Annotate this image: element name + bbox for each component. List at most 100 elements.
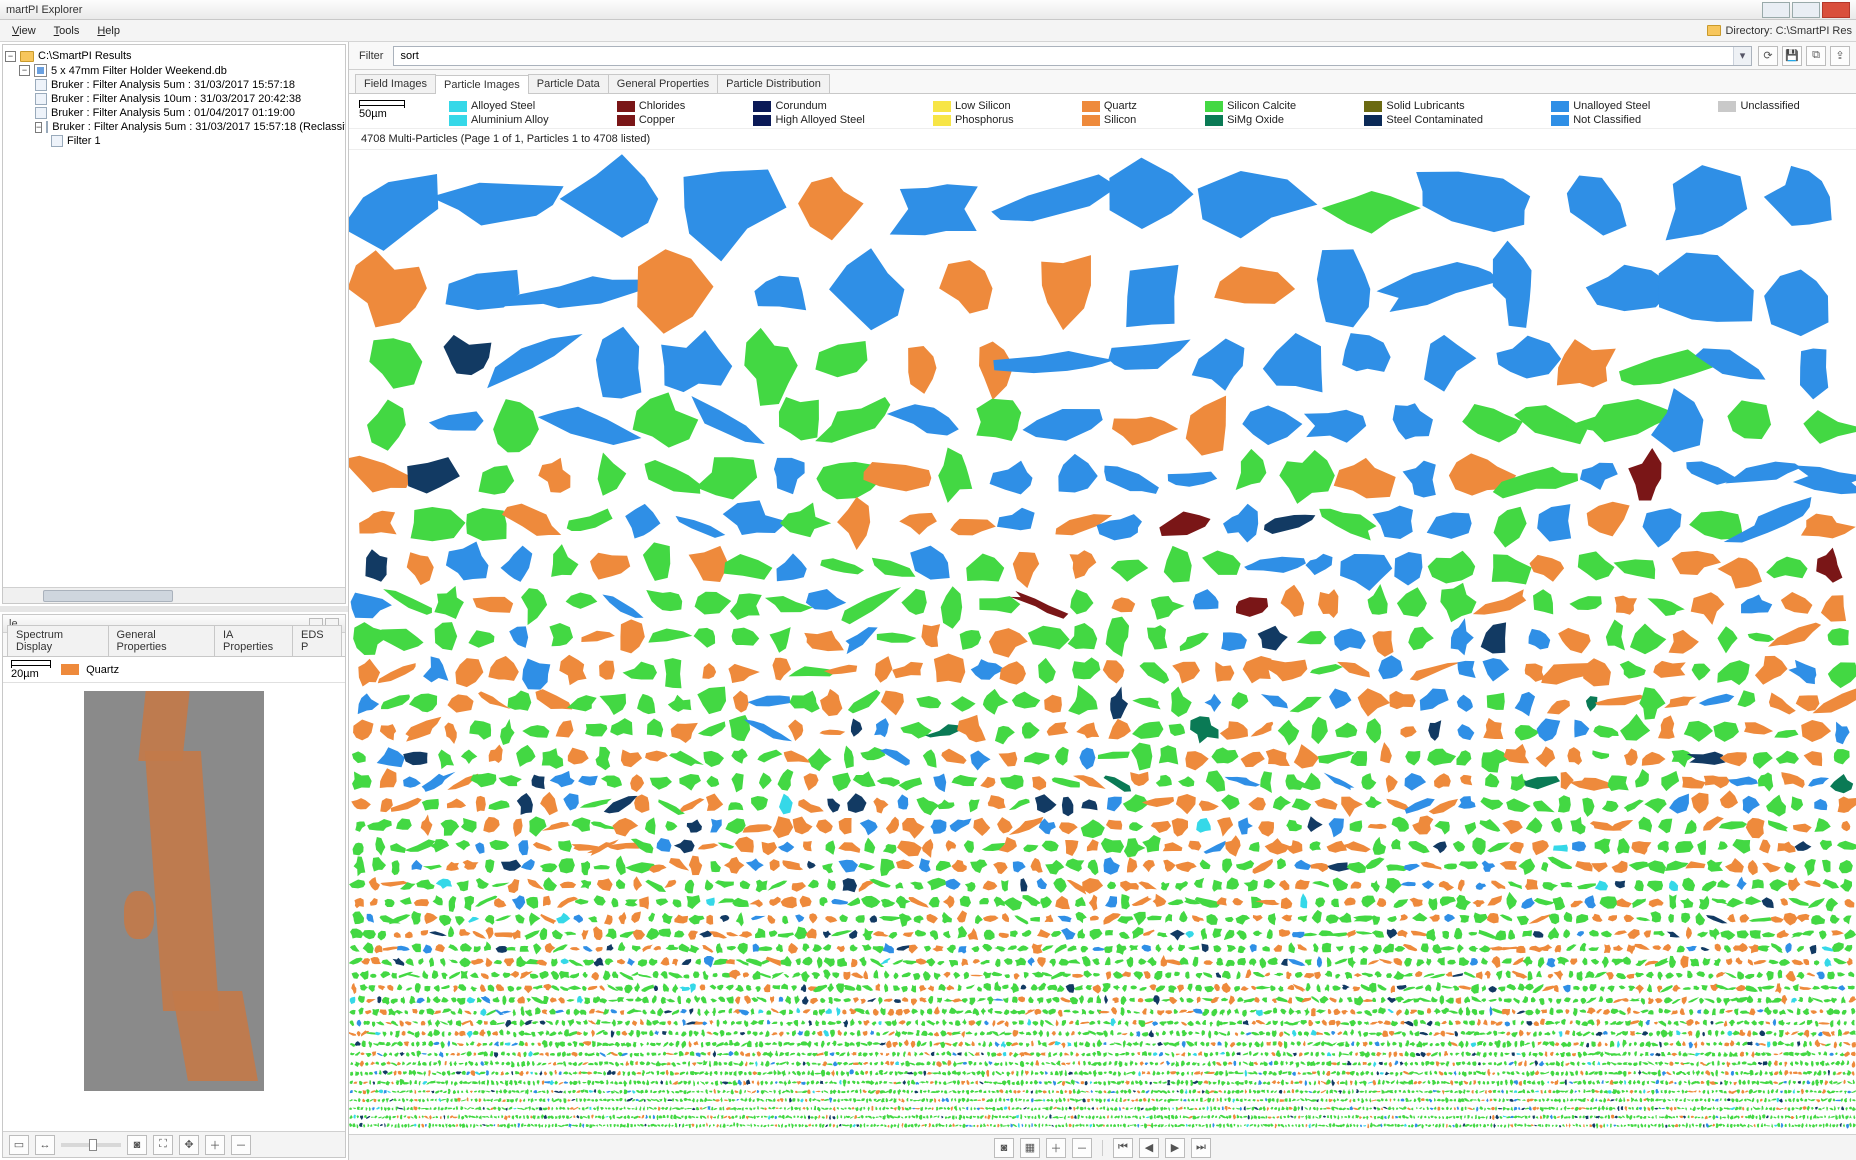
window-title: martPI Explorer <box>6 4 1760 16</box>
tool-zoomin-icon[interactable]: ＋ <box>205 1135 225 1155</box>
legend-chip-icon <box>753 101 771 112</box>
toolbar-copy-icon[interactable]: ⧉ <box>1806 46 1826 66</box>
collapse-icon[interactable]: − <box>19 65 30 76</box>
legend-item[interactable]: SiMg Oxide <box>1205 114 1342 126</box>
analysis-icon <box>35 79 47 91</box>
legend-item[interactable]: Solid Lubricants <box>1364 100 1529 112</box>
tab-particle-images[interactable]: Particle Images <box>435 75 529 94</box>
toolbar-refresh-icon[interactable]: ⟳ <box>1758 46 1778 66</box>
zoom-slider[interactable] <box>61 1143 121 1147</box>
legend-item[interactable]: Low Silicon <box>933 100 1060 112</box>
directory-indicator[interactable]: Directory: C:\SmartPI Res <box>1707 25 1852 37</box>
legend-chip-icon <box>1082 101 1100 112</box>
filter-input[interactable] <box>394 47 1733 65</box>
status-zoomin-icon[interactable]: ＋ <box>1046 1138 1066 1158</box>
tool-pan-icon[interactable]: ✥ <box>179 1135 199 1155</box>
tool-fit-icon[interactable]: ⛶ <box>153 1135 173 1155</box>
maximize-button[interactable] <box>1792 2 1820 18</box>
tree-item[interactable]: −Bruker : Filter Analysis 5um : 31/03/20… <box>5 120 343 134</box>
legend-chip-icon <box>1718 101 1736 112</box>
tree-hscrollbar[interactable] <box>3 587 345 603</box>
close-button[interactable] <box>1822 2 1850 18</box>
filter-icon <box>51 135 63 147</box>
legend-item[interactable]: Unalloyed Steel <box>1551 100 1696 112</box>
menu-view[interactable]: View <box>4 23 44 39</box>
nav-first-icon[interactable]: ⏮ <box>1113 1138 1133 1158</box>
legend-item[interactable]: Aluminium Alloy <box>449 114 595 126</box>
legend-item[interactable]: Quartz <box>1082 100 1183 112</box>
tool-measure-icon[interactable]: ↔ <box>35 1135 55 1155</box>
legend-item[interactable]: Silicon Calcite <box>1205 100 1342 112</box>
detail-image-area[interactable] <box>3 683 345 1131</box>
menu-help[interactable]: Help <box>89 23 128 39</box>
folder-icon <box>20 51 34 62</box>
tree-db-label: 5 x 47mm Filter Holder Weekend.db <box>51 65 227 77</box>
status-zoomout-icon[interactable]: － <box>1072 1138 1092 1158</box>
collapse-icon[interactable]: − <box>35 122 42 133</box>
tool-zoomout-icon[interactable]: － <box>231 1135 251 1155</box>
tab-particle-data[interactable]: Particle Data <box>528 74 609 93</box>
results-tree[interactable]: − C:\SmartPI Results − 5 x 47mm Filter H… <box>3 45 345 152</box>
legend-item[interactable]: High Alloyed Steel <box>753 114 910 126</box>
menu-tools[interactable]: Tools <box>46 23 88 39</box>
folder-icon <box>1707 25 1721 36</box>
tool-select-icon[interactable]: ▭ <box>9 1135 29 1155</box>
tab-ia-properties[interactable]: IA Properties <box>214 625 293 656</box>
legend-chip-icon <box>933 115 951 126</box>
slider-thumb[interactable] <box>89 1139 97 1151</box>
tab-general-properties[interactable]: General Properties <box>608 74 718 93</box>
legend-item[interactable]: Phosphorus <box>933 114 1060 126</box>
legend-chip-icon <box>1205 115 1223 126</box>
detail-chip-label: Quartz <box>86 664 119 676</box>
tree-item-label: Bruker : Filter Analysis 5um : 31/03/201… <box>52 121 346 133</box>
tab-spectrum-display[interactable]: Spectrum Display <box>7 625 109 656</box>
legend-chip-icon <box>1551 101 1569 112</box>
nav-next-icon[interactable]: ▶ <box>1165 1138 1185 1158</box>
legend-item[interactable]: Steel Contaminated <box>1364 114 1529 126</box>
tab-eds-p[interactable]: EDS P <box>292 625 342 656</box>
scale-bar-icon <box>359 100 405 108</box>
filter-label: Filter <box>355 50 387 62</box>
legend-chip-icon <box>449 101 467 112</box>
filter-combo[interactable]: ▾ <box>393 46 1752 66</box>
nav-prev-icon[interactable]: ◀ <box>1139 1138 1159 1158</box>
collapse-icon[interactable]: − <box>5 51 16 62</box>
tree-root-label: C:\SmartPI Results <box>38 50 132 62</box>
legend-chip-icon <box>617 101 635 112</box>
legend-chip-icon <box>1364 115 1382 126</box>
tool-camera-icon[interactable]: ◙ <box>127 1135 147 1155</box>
scrollbar-thumb[interactable] <box>43 590 173 602</box>
nav-last-icon[interactable]: ⏭ <box>1191 1138 1211 1158</box>
scale-bar-icon <box>11 660 51 668</box>
tree-root[interactable]: − C:\SmartPI Results <box>5 49 343 63</box>
tree-item[interactable]: Bruker : Filter Analysis 5um : 31/03/201… <box>5 78 343 92</box>
status-grid-icon[interactable]: ▦ <box>1020 1138 1040 1158</box>
legend-item[interactable]: Alloyed Steel <box>449 100 595 112</box>
chevron-down-icon[interactable]: ▾ <box>1733 47 1751 65</box>
title-bar: martPI Explorer <box>0 0 1856 20</box>
legend-item[interactable]: Silicon <box>1082 114 1183 126</box>
detail-tabs: Spectrum Display General Properties IA P… <box>3 633 345 657</box>
status-camera-icon[interactable]: ◙ <box>994 1138 1014 1158</box>
particle-canvas[interactable] <box>349 150 1856 1134</box>
tree-filter-child[interactable]: Filter 1 <box>5 134 343 148</box>
legend-item[interactable]: Corundum <box>753 100 910 112</box>
legend-item[interactable]: Copper <box>617 114 732 126</box>
tree-item[interactable]: Bruker : Filter Analysis 5um : 01/04/201… <box>5 106 343 120</box>
toolbar-export-icon[interactable]: ⇪ <box>1830 46 1850 66</box>
tree-item[interactable]: Bruker : Filter Analysis 10um : 31/03/20… <box>5 92 343 106</box>
results-tree-panel: − C:\SmartPI Results − 5 x 47mm Filter H… <box>2 44 346 604</box>
left-splitter[interactable] <box>0 606 348 612</box>
legend-item[interactable]: Unclassified <box>1718 100 1846 112</box>
particle-count-line: 4708 Multi-Particles (Page 1 of 1, Parti… <box>349 129 1856 150</box>
tab-particle-distribution[interactable]: Particle Distribution <box>717 74 830 93</box>
tab-general-properties[interactable]: General Properties <box>108 625 215 656</box>
tab-field-images[interactable]: Field Images <box>355 74 436 93</box>
minimize-button[interactable] <box>1762 2 1790 18</box>
directory-label: Directory: C:\SmartPI Res <box>1725 25 1852 37</box>
particle-closeup <box>84 691 264 1091</box>
legend-item[interactable]: Not Classified <box>1551 114 1696 126</box>
tree-db[interactable]: − 5 x 47mm Filter Holder Weekend.db <box>5 63 343 78</box>
toolbar-save-icon[interactable]: 💾 <box>1782 46 1802 66</box>
legend-item[interactable]: Chlorides <box>617 100 732 112</box>
